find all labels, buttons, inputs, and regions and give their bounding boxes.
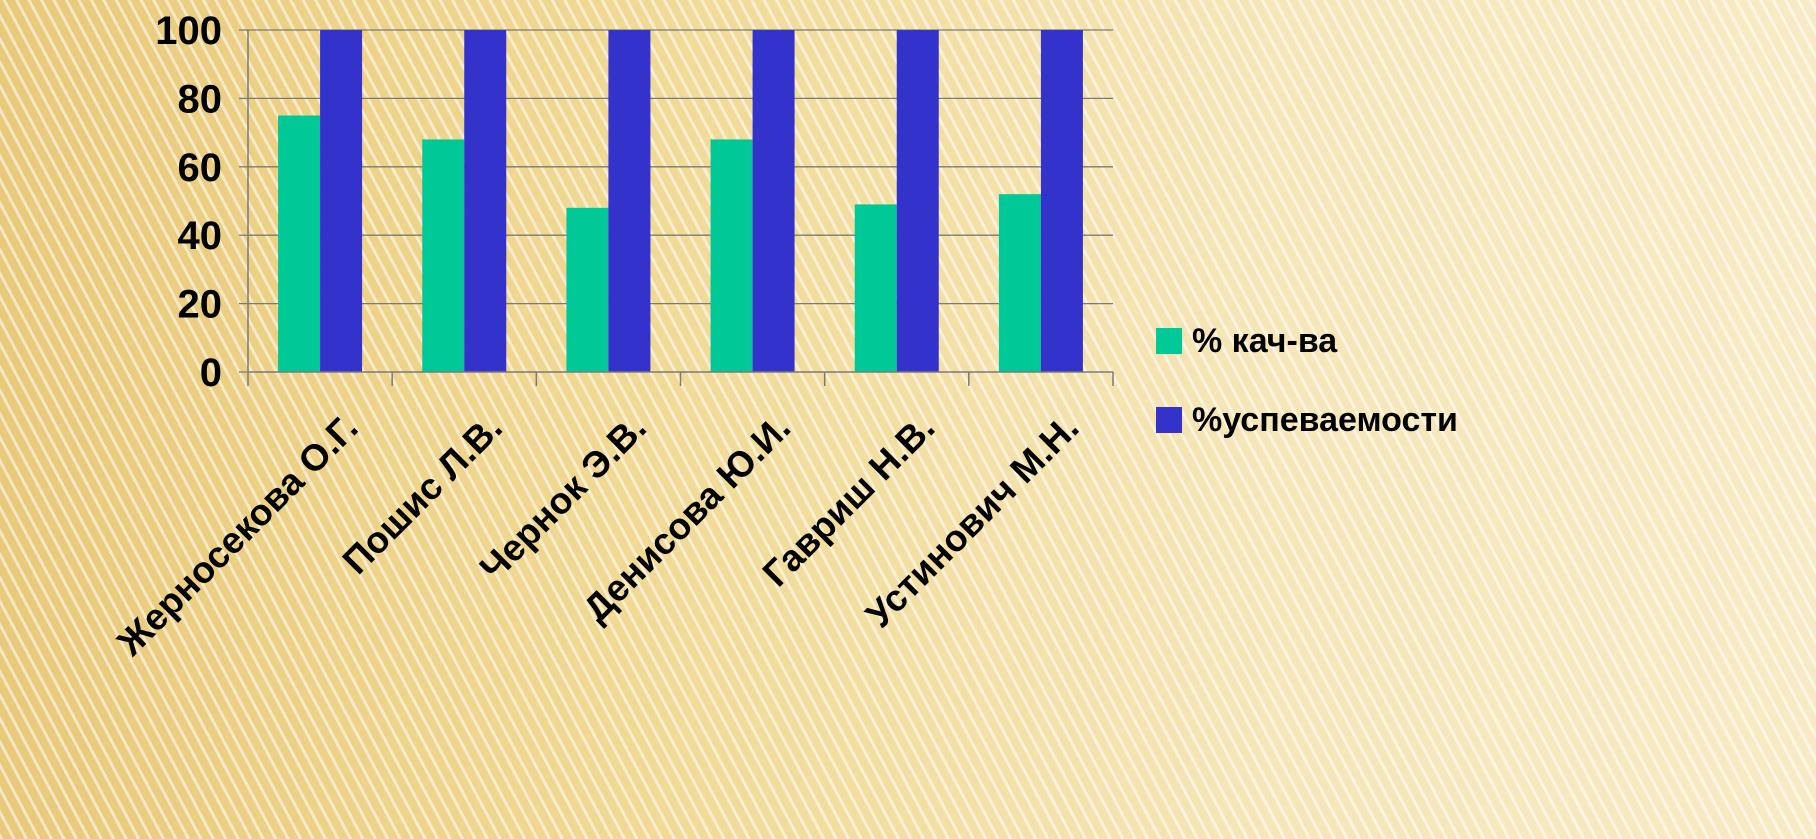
legend-label: % кач-ва [1192, 322, 1338, 360]
y-tick-labels: 0 20 40 60 80 100 [155, 9, 222, 395]
y-tick-label: 0 [200, 351, 222, 395]
gridlines [248, 29, 1113, 305]
legend-swatch [1156, 328, 1182, 354]
bar-progress [1040, 30, 1083, 372]
axes [239, 29, 1114, 386]
bar-quality [278, 115, 321, 372]
bars [278, 30, 1083, 372]
bar-progress [752, 30, 795, 372]
legend-label: %успеваемости [1192, 401, 1458, 439]
y-tick-label: 20 [178, 283, 223, 327]
bar-quality [422, 139, 465, 372]
y-tick-label: 60 [178, 146, 223, 190]
bar-progress [464, 30, 507, 372]
legend: % кач-ва %успеваемости [1156, 322, 1458, 439]
y-tick-label: 40 [178, 214, 223, 258]
x-tick-label: Жерносекова О.Г. [109, 407, 366, 664]
bar-progress [320, 30, 363, 372]
x-tick-labels: Жерносекова О.Г.Пошис Л.В.Чернок Э.В.Ден… [109, 407, 1087, 664]
y-tick-label: 80 [178, 77, 223, 121]
bar-quality [710, 139, 753, 372]
bar-progress [896, 30, 939, 372]
bar-progress [608, 30, 651, 372]
y-tick-label: 100 [155, 9, 222, 53]
bar-quality [566, 207, 609, 372]
legend-swatch [1156, 407, 1182, 433]
bar-quality [998, 194, 1041, 372]
bar-quality [854, 204, 897, 372]
